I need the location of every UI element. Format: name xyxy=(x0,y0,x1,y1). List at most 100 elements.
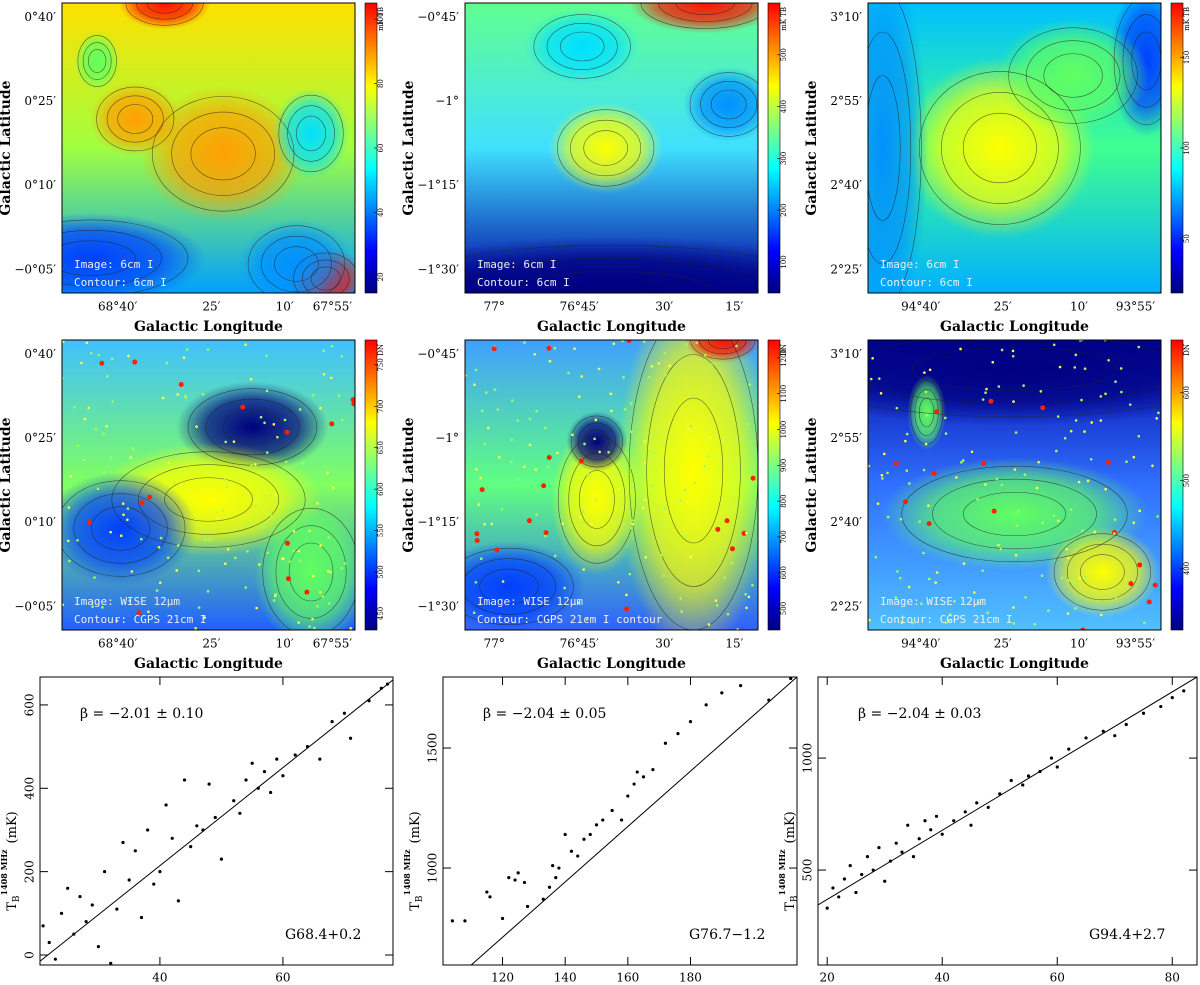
point-source xyxy=(997,385,1001,388)
data-point xyxy=(582,837,586,841)
contour xyxy=(171,111,276,196)
point-source xyxy=(689,424,693,428)
data-point xyxy=(547,885,552,889)
point-source xyxy=(664,373,667,377)
data-point xyxy=(610,808,614,813)
point-source xyxy=(1138,509,1142,513)
point-source xyxy=(659,536,663,540)
colorbar-tick-label: 500 xyxy=(780,602,788,615)
data-point xyxy=(619,818,624,822)
image-note: Image: WISE 12μm xyxy=(477,595,583,608)
point-source xyxy=(500,507,504,511)
point-source xyxy=(1146,599,1152,605)
point-source xyxy=(1035,486,1039,490)
point-source xyxy=(479,487,485,493)
point-source xyxy=(128,599,132,602)
y-axis-label: TB1408 MHz (mK) xyxy=(0,811,22,911)
colorbar-tick-label: 450 xyxy=(377,607,385,620)
contour xyxy=(136,3,193,20)
colorbar xyxy=(767,2,781,294)
point-source xyxy=(707,455,710,458)
point-source xyxy=(905,432,909,436)
contour xyxy=(62,230,162,287)
point-source xyxy=(258,563,261,566)
point-source xyxy=(68,559,71,563)
data-point xyxy=(569,849,574,853)
contour xyxy=(556,109,655,187)
x-tick-label: 10′ xyxy=(276,300,294,314)
point-source xyxy=(948,613,952,616)
point-source xyxy=(511,399,514,402)
data-point xyxy=(195,824,199,828)
point-source xyxy=(321,595,325,599)
point-source xyxy=(284,460,288,463)
data-point xyxy=(940,832,944,836)
point-source xyxy=(102,471,106,474)
point-source xyxy=(986,611,989,615)
colorbar xyxy=(767,339,781,631)
data-point xyxy=(842,877,847,881)
point-source xyxy=(311,574,315,578)
point-source xyxy=(327,536,330,539)
emission-region xyxy=(683,66,758,143)
point-source xyxy=(234,556,237,560)
point-source xyxy=(322,373,326,376)
contour xyxy=(91,506,151,551)
data-point xyxy=(213,815,217,820)
point-source xyxy=(1052,343,1056,347)
point-source xyxy=(702,398,705,402)
fit-line xyxy=(818,677,1197,906)
point-source xyxy=(1033,622,1037,626)
point-source xyxy=(1117,552,1120,556)
x-tick-label: 20 xyxy=(820,971,835,985)
point-source xyxy=(157,545,161,549)
contour xyxy=(73,493,168,564)
source-name: G68.4+0.2 xyxy=(285,927,361,943)
point-source xyxy=(689,555,693,559)
contour xyxy=(1066,543,1138,601)
point-source xyxy=(1156,515,1159,518)
point-source xyxy=(312,393,315,397)
point-source xyxy=(240,404,246,410)
image-note: Contour: 6cm I xyxy=(880,276,973,289)
point-source xyxy=(877,377,881,380)
contour xyxy=(275,525,347,619)
colorbar xyxy=(364,339,378,631)
point-source xyxy=(745,606,748,610)
point-source xyxy=(541,483,547,489)
contour xyxy=(868,405,1161,418)
y-tick-label: −1°15′ xyxy=(417,515,459,529)
contour xyxy=(658,3,753,22)
point-source xyxy=(1014,553,1018,557)
point-source xyxy=(617,487,621,491)
contour xyxy=(911,346,1118,392)
point-source xyxy=(224,562,227,566)
point-source xyxy=(1078,577,1082,580)
point-source xyxy=(349,627,353,630)
point-source xyxy=(1080,398,1083,402)
data-point xyxy=(900,850,904,854)
y-tick-label: −0°05′ xyxy=(14,262,56,276)
point-source xyxy=(582,510,585,513)
point-source xyxy=(308,625,311,628)
point-source xyxy=(501,580,505,583)
data-point xyxy=(47,940,51,945)
y-tick-label: 2°55′ xyxy=(830,431,862,445)
point-source xyxy=(182,356,186,360)
y-tick-label: 200 xyxy=(23,860,37,883)
x-tick-label: 30′ xyxy=(655,300,673,314)
point-source xyxy=(67,539,70,543)
point-source xyxy=(132,359,138,365)
point-source xyxy=(576,601,580,605)
y-axis-label: Galactic Latitude xyxy=(401,417,417,552)
point-source xyxy=(643,498,647,502)
point-source xyxy=(709,363,713,366)
contour xyxy=(278,94,344,173)
point-source xyxy=(628,572,632,576)
point-source xyxy=(244,343,247,346)
data-point xyxy=(848,863,852,868)
point-source xyxy=(686,427,690,431)
point-source xyxy=(1066,612,1070,615)
data-point xyxy=(1055,765,1059,769)
axis-label-part: B xyxy=(415,895,425,902)
